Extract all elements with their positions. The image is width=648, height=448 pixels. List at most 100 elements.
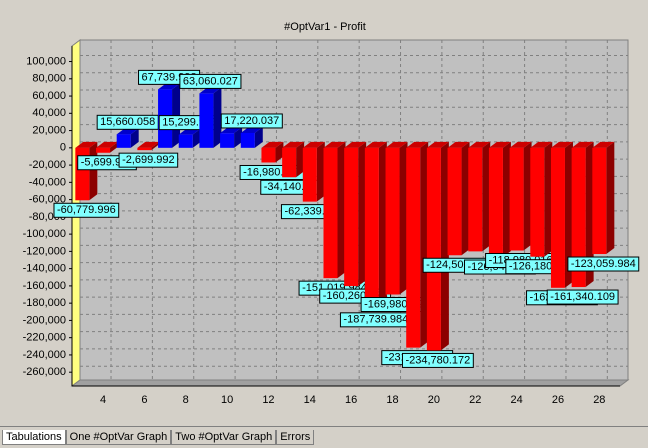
- y-tick-label: 0: [60, 142, 66, 154]
- bar: [344, 141, 367, 287]
- value-label-text: 15,660.058: [100, 116, 155, 128]
- value-label-text: -161,340.109: [550, 291, 615, 303]
- bar-side: [440, 141, 449, 351]
- value-label-text: -123,059.984: [571, 258, 636, 270]
- value-label-text: -2,699.992: [122, 154, 175, 166]
- bar: [447, 141, 470, 256]
- bar-side: [564, 141, 573, 288]
- value-label-text: 17,220.037: [224, 115, 279, 127]
- bar-top: [220, 127, 243, 134]
- bar-front: [468, 147, 483, 252]
- y-tick-label: -220,000: [23, 332, 66, 344]
- value-label: -161,340.109: [546, 289, 619, 305]
- x-tick-label: 8: [183, 394, 189, 406]
- bar-side: [130, 128, 139, 148]
- bar-top: [571, 141, 594, 148]
- bar-side: [110, 141, 119, 153]
- value-label: 15,660.058: [96, 114, 159, 130]
- value-label: 63,060.027: [179, 73, 242, 89]
- bar-top: [282, 141, 305, 148]
- value-label-box: [179, 73, 242, 89]
- bar-front: [344, 147, 359, 287]
- x-tick-label: 6: [141, 394, 147, 406]
- y-tick-label: 60,000: [32, 90, 66, 102]
- tab[interactable]: One #OptVar Graph: [65, 430, 172, 445]
- bar-top: [116, 128, 139, 135]
- y-tick-label: -160,000: [23, 280, 66, 292]
- bar-front: [220, 133, 235, 148]
- bar-side: [461, 141, 470, 256]
- bar-front: [137, 147, 152, 151]
- bar-front: [426, 147, 441, 351]
- bar-side: [523, 141, 532, 251]
- bar-front: [550, 147, 565, 288]
- bar: [592, 141, 615, 255]
- bar-side: [502, 141, 511, 258]
- bar-front: [406, 147, 421, 348]
- value-label: -60,779.996: [53, 202, 120, 218]
- bar: [282, 141, 305, 178]
- value-label-text: -60,779.996: [57, 204, 116, 216]
- bar: [426, 141, 449, 351]
- bar-front: [96, 147, 111, 153]
- bar-front: [364, 147, 379, 310]
- tab[interactable]: Errors: [276, 430, 315, 445]
- bar-front: [116, 134, 131, 148]
- bar-top: [344, 141, 367, 148]
- tab-bar: Tabulations One #OptVar Graph Two #OptVar …: [0, 426, 648, 448]
- bar-side: [192, 128, 201, 148]
- x-tick-label: 10: [221, 394, 233, 406]
- bar: [488, 141, 511, 258]
- bar: [509, 141, 532, 251]
- y-tick-label: -20,000: [29, 159, 66, 171]
- bar-side: [544, 141, 553, 257]
- bar-top: [261, 141, 284, 148]
- bar: [550, 141, 573, 288]
- y-tick-label: 40,000: [32, 107, 66, 119]
- bar-front: [261, 147, 276, 163]
- bar-side: [399, 141, 408, 295]
- bar-front: [302, 147, 317, 202]
- value-label-box: [220, 113, 283, 129]
- value-label: -234,780.172: [401, 352, 474, 368]
- bar-top: [137, 141, 160, 148]
- bar: [137, 141, 160, 151]
- value-label: 17,220.037: [220, 113, 283, 129]
- bar-top: [406, 141, 429, 148]
- value-label-box: [567, 256, 640, 272]
- x-tick-label: 4: [100, 394, 106, 406]
- bar-top: [488, 141, 511, 148]
- bar-front: [178, 134, 193, 148]
- x-tick-label: 24: [510, 394, 522, 406]
- y-tick-label: -200,000: [23, 314, 66, 326]
- bar: [302, 141, 325, 202]
- bar-side: [316, 141, 325, 202]
- bar-front: [530, 147, 545, 257]
- x-tick-label: 26: [552, 394, 564, 406]
- bar: [261, 141, 284, 163]
- bar-front: [488, 147, 503, 258]
- bar-front: [385, 147, 400, 295]
- bar-top: [509, 141, 532, 148]
- x-tick-label: 12: [262, 394, 274, 406]
- y-tick-label: -120,000: [23, 245, 66, 257]
- value-label: -187,739.984: [339, 312, 412, 328]
- bar-top: [426, 141, 449, 148]
- bar-side: [606, 141, 615, 255]
- bar-top: [530, 141, 553, 148]
- bar: [364, 141, 387, 310]
- value-label: -123,059.984: [567, 256, 640, 272]
- bar: [530, 141, 553, 257]
- tab[interactable]: Tabulations: [2, 430, 66, 445]
- bar-side: [585, 141, 594, 288]
- bar-side: [254, 126, 263, 148]
- value-label-box: [546, 289, 619, 305]
- tab[interactable]: Two #OptVar Graph: [171, 430, 277, 445]
- bar: [96, 141, 119, 153]
- value-label-box: [401, 352, 474, 368]
- y-tick-label: -260,000: [23, 366, 66, 378]
- bar-side: [337, 141, 346, 279]
- bar-top: [302, 141, 325, 148]
- bar-front: [323, 147, 338, 279]
